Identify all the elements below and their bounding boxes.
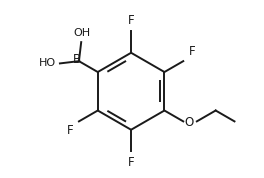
Text: F: F bbox=[67, 124, 73, 137]
Text: F: F bbox=[128, 14, 134, 27]
Text: OH: OH bbox=[73, 28, 90, 38]
Text: F: F bbox=[128, 156, 134, 169]
Text: F: F bbox=[189, 45, 196, 58]
Text: B: B bbox=[73, 53, 81, 66]
Text: HO: HO bbox=[39, 58, 56, 68]
Text: O: O bbox=[185, 116, 194, 129]
